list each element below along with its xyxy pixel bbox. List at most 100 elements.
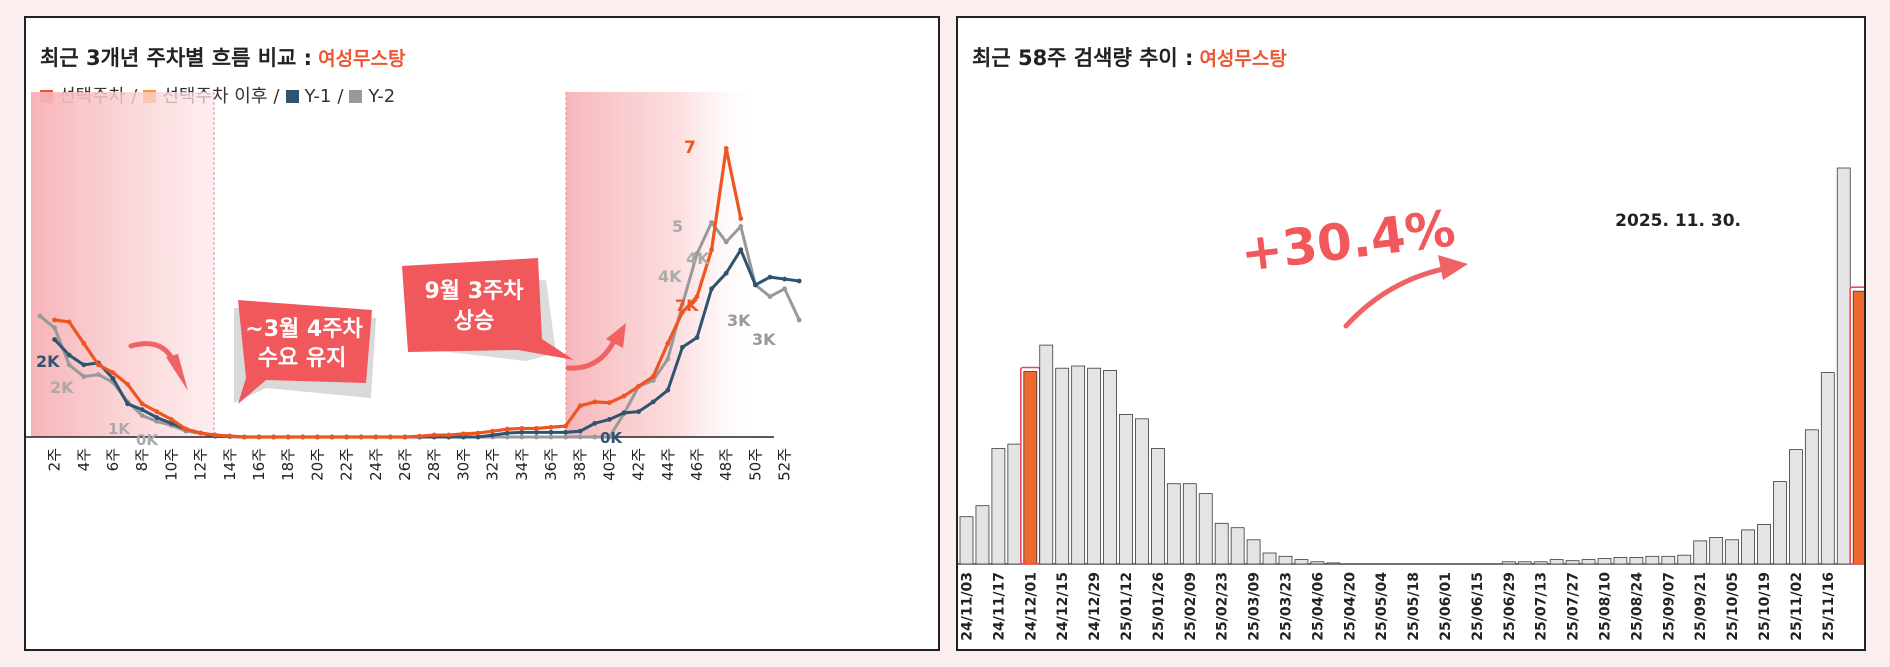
data-point [577, 428, 583, 434]
bar [1677, 554, 1692, 565]
callout-left [238, 300, 372, 404]
data-point [563, 423, 568, 429]
data-point [694, 251, 700, 257]
bar [1023, 371, 1038, 565]
data-point [709, 220, 714, 225]
bar [1230, 527, 1245, 565]
data-point [504, 430, 510, 436]
data-point [388, 434, 393, 440]
data-point [782, 276, 787, 282]
weekly-bar-chart: 24/11/03 24/11/17 24/12/01 24/12/15 24/12/29… [958, 167, 1864, 641]
trend-arrowhead [166, 354, 188, 391]
bar-highlight-frame [1849, 286, 1864, 565]
x-tick-label: 44주 [659, 448, 677, 481]
x-tick-label: 50주 [746, 448, 764, 481]
x-tick-label: 38주 [571, 448, 589, 481]
x-tick-label: 24주 [367, 448, 385, 481]
value-label: 0K [600, 429, 623, 447]
data-point [621, 410, 627, 416]
bar [1246, 539, 1261, 565]
legend-label: Y-2 [368, 86, 396, 107]
shaded-period-end [566, 92, 756, 437]
callout-text: 상승 [454, 309, 494, 334]
value-label: 1K [108, 420, 131, 438]
series-line [54, 146, 743, 439]
x-tick-label: 46주 [688, 448, 706, 481]
data-point [198, 430, 204, 436]
bar [1103, 369, 1117, 565]
weekly-comparison-panel: 최근 3개년 주차별 흐름 비교 :여성무스탕 선택주차/선택주차 이후/Y-1… [24, 16, 940, 651]
x-tick-label: 25/07/13 [1534, 572, 1550, 641]
x-tick-label: 25/02/23 [1215, 572, 1231, 641]
data-point [461, 431, 466, 437]
x-tick-label: 25/04/06 [1310, 572, 1326, 641]
data-point [504, 426, 510, 432]
data-point [738, 224, 744, 229]
data-point [315, 434, 320, 440]
data-point [475, 430, 481, 436]
bar [1294, 559, 1309, 565]
callout-right [402, 258, 574, 360]
data-point [139, 413, 145, 418]
bar [1549, 559, 1564, 565]
data-point [650, 374, 656, 379]
data-point [723, 239, 729, 245]
legend-separator: / [273, 86, 280, 107]
data-point [271, 434, 276, 440]
value-label: 2K [36, 352, 60, 371]
x-tick-label: 25/01/26 [1151, 572, 1167, 641]
bar [1613, 557, 1628, 565]
data-point [592, 399, 598, 405]
x-tick-label: 25/05/04 [1374, 572, 1390, 641]
x-tick-label: 48주 [717, 448, 735, 481]
x-tick-label: 30주 [454, 448, 472, 481]
data-point [490, 428, 495, 434]
data-point [417, 433, 422, 439]
data-point [329, 434, 335, 440]
growth-arrowhead [1438, 255, 1468, 280]
x-tick-label: 25/11/02 [1789, 572, 1805, 641]
x-tick-label: 25/06/15 [1470, 572, 1486, 641]
x-tick-label: 2주 [46, 448, 64, 471]
data-point [96, 372, 101, 377]
x-tick-label: 14주 [221, 448, 239, 481]
bar [1135, 418, 1149, 565]
x-tick-label: 42주 [630, 448, 648, 481]
data-point [66, 319, 72, 325]
data-point [81, 362, 87, 368]
value-label: 4K [658, 267, 682, 286]
data-point [723, 146, 729, 151]
data-point [563, 429, 568, 435]
bar [975, 505, 990, 565]
bar [1804, 429, 1819, 565]
bar [1039, 344, 1054, 565]
data-point [592, 434, 598, 440]
value-label: 2K [50, 378, 74, 397]
data-point [709, 247, 714, 253]
data-point [694, 335, 700, 340]
data-point [636, 409, 641, 415]
legend-swatch [349, 90, 363, 103]
data-point [534, 434, 539, 440]
data-point [665, 387, 671, 393]
value-label: 7K [675, 296, 699, 315]
x-tick-label: 25/03/09 [1247, 572, 1263, 641]
x-tick-label: 25/05/18 [1406, 572, 1422, 641]
bar [1741, 529, 1755, 565]
data-point [767, 294, 773, 299]
data-point [227, 433, 233, 439]
data-point [767, 274, 773, 280]
data-point [81, 341, 87, 346]
bar [1820, 372, 1835, 565]
data-point [52, 317, 57, 323]
x-tick-label: 8주 [133, 448, 151, 471]
panel-title: 최근 58주 검색량 추이 : 여성무스탕 [972, 46, 1287, 70]
x-tick-label: 34주 [513, 448, 531, 481]
value-label: 4K [686, 249, 710, 268]
data-point [723, 270, 729, 276]
bar [1214, 522, 1229, 565]
x-tick-label: 25/09/21 [1693, 572, 1709, 641]
bar [1278, 555, 1293, 565]
data-point [607, 417, 612, 422]
growth-label: +30.4% [1238, 199, 1459, 283]
